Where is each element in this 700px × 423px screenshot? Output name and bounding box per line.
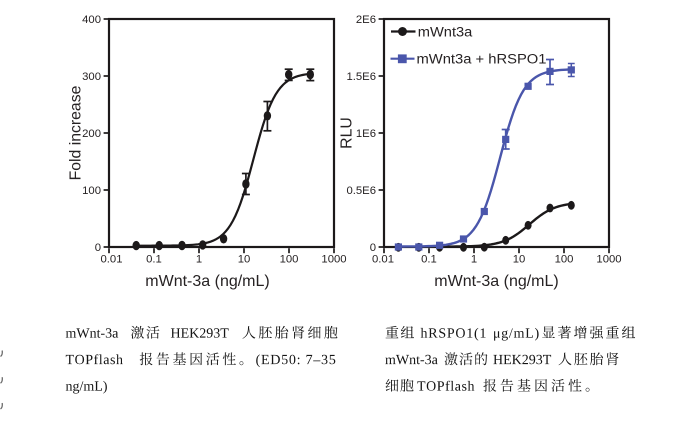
svg-text:mWnt-3a (ng/mL): mWnt-3a (ng/mL)	[145, 273, 269, 290]
svg-text:0.01: 0.01	[101, 254, 123, 266]
svg-text:0: 0	[370, 242, 376, 254]
svg-text:1E6: 1E6	[356, 128, 376, 140]
svg-text:1000: 1000	[321, 254, 346, 266]
svg-text:10: 10	[238, 254, 251, 266]
svg-text:1000: 1000	[596, 254, 621, 266]
svg-text:Fold increase: Fold increase	[68, 85, 85, 180]
svg-text:100: 100	[280, 254, 299, 266]
svg-text:1: 1	[471, 254, 477, 266]
svg-text:1: 1	[196, 254, 202, 266]
svg-text:100: 100	[82, 185, 101, 197]
svg-text:0: 0	[95, 242, 101, 254]
svg-text:2E6: 2E6	[356, 14, 376, 26]
svg-text:0.01: 0.01	[372, 254, 394, 266]
svg-text:mWnt3a + hRSPO1: mWnt3a + hRSPO1	[417, 52, 547, 68]
svg-text:mWnt-3a (ng/mL): mWnt-3a (ng/mL)	[434, 273, 558, 290]
svg-text:10: 10	[513, 254, 526, 266]
svg-text:0.1: 0.1	[146, 254, 162, 266]
svg-text:300: 300	[82, 71, 101, 83]
svg-text:100: 100	[555, 254, 574, 266]
svg-text:0.5E6: 0.5E6	[346, 185, 376, 197]
svg-text:400: 400	[82, 14, 101, 26]
svg-text:RLU: RLU	[339, 117, 356, 149]
svg-text:1.5E6: 1.5E6	[346, 71, 376, 83]
svg-text:200: 200	[82, 128, 101, 140]
svg-text:mWnt3a: mWnt3a	[418, 24, 473, 40]
svg-text:0.1: 0.1	[421, 254, 437, 266]
